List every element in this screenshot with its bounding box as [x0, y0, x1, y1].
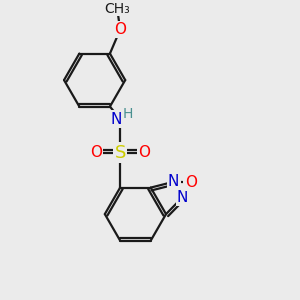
Text: H: H	[123, 107, 134, 121]
Text: N: N	[177, 190, 188, 205]
Text: S: S	[114, 144, 126, 162]
Text: N: N	[111, 112, 122, 127]
Text: O: O	[185, 175, 197, 190]
Text: N: N	[168, 174, 179, 189]
Text: O: O	[90, 145, 102, 160]
Text: CH₃: CH₃	[104, 2, 130, 16]
Text: O: O	[138, 145, 150, 160]
Text: O: O	[114, 22, 126, 37]
